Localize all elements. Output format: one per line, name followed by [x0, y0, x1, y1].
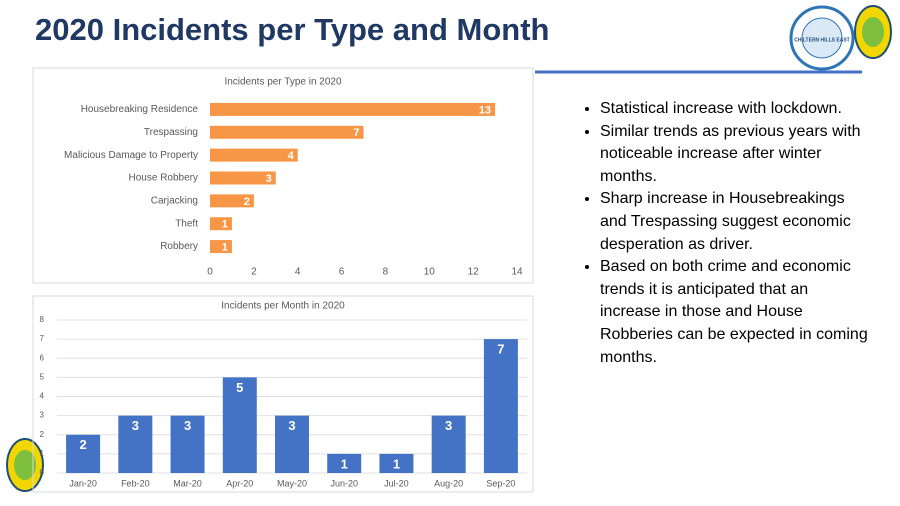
- y-tick-label: 0: [40, 468, 45, 477]
- bar: [327, 453, 362, 473]
- bullet: Sharp increase in Housebreakings and Tre…: [600, 188, 870, 256]
- y-tick-label: 3: [40, 411, 45, 420]
- bar: [170, 415, 205, 473]
- bar: [275, 415, 309, 473]
- data-label: 3: [184, 418, 191, 433]
- y-tick-label: Theft: [175, 218, 198, 229]
- slide-title: 2020 Incidents per Type and Month: [35, 12, 549, 47]
- bar: [431, 415, 466, 473]
- y-tick-label: 5: [40, 372, 45, 381]
- bar: [379, 453, 414, 473]
- x-tick-label: Jan-20: [69, 478, 97, 488]
- bar: [210, 102, 496, 116]
- data-label: 3: [445, 418, 452, 433]
- y-tick-label: 6: [40, 353, 45, 362]
- data-label: 1: [341, 456, 348, 471]
- y-tick-label: 8: [40, 315, 45, 324]
- bar: [483, 339, 518, 473]
- logo-text: CHILTERN HILLS EAST: [794, 37, 849, 43]
- bullet: Based on both crime and economic trends …: [600, 256, 870, 369]
- y-tick-label: 4: [40, 392, 45, 401]
- bar: [210, 148, 298, 162]
- x-tick-label: 2: [251, 267, 257, 278]
- x-tick-label: 8: [383, 267, 389, 278]
- bullet-list: Statistical increase with lockdown.Simil…: [578, 98, 870, 369]
- data-label: 5: [236, 380, 243, 395]
- bar: [118, 415, 153, 473]
- bullet: Similar trends as previous years with no…: [600, 121, 870, 189]
- logo-badge-inner: [14, 450, 36, 480]
- data-label: 1: [222, 241, 228, 253]
- x-tick-label: Jul-20: [384, 478, 409, 488]
- y-tick-label: Housebreaking Residence: [81, 104, 199, 115]
- y-tick-label: House Robbery: [129, 173, 198, 184]
- logo-badge-inner: [862, 17, 884, 47]
- data-label: 1: [222, 219, 228, 231]
- logo-inner: [801, 17, 843, 59]
- y-tick-label: 2: [40, 430, 45, 439]
- bar: [210, 217, 232, 231]
- x-tick-label: 0: [207, 267, 213, 278]
- data-label: 3: [132, 418, 139, 433]
- bar: [210, 240, 232, 254]
- chart-frame: [32, 67, 534, 284]
- data-label: 2: [244, 196, 250, 208]
- bar: [210, 194, 254, 208]
- chart-frame: [32, 295, 534, 493]
- data-label: 1: [393, 456, 400, 471]
- data-label: 4: [288, 150, 295, 162]
- x-tick-label: May-20: [277, 478, 307, 488]
- x-tick-label: 12: [468, 267, 480, 278]
- chart-title: Incidents per Type in 2020: [224, 77, 342, 88]
- x-tick-label: 14: [511, 267, 523, 278]
- bar: [210, 171, 276, 185]
- y-tick-label: 1: [40, 449, 45, 458]
- x-tick-label: 4: [295, 267, 301, 278]
- bullet: Statistical increase with lockdown.: [600, 98, 870, 121]
- data-label: 7: [497, 342, 504, 357]
- data-label: 3: [288, 418, 295, 433]
- y-tick-label: Robbery: [160, 241, 198, 252]
- bar: [66, 434, 101, 473]
- chart-title: Incidents per Month in 2020: [221, 301, 345, 312]
- y-tick-label: Malicious Damage to Property: [64, 150, 198, 161]
- bar: [210, 125, 364, 139]
- y-tick-label: Trespassing: [144, 127, 198, 138]
- y-tick-label: 7: [40, 334, 45, 343]
- x-tick-label: 10: [424, 267, 436, 278]
- x-tick-label: Aug-20: [434, 478, 463, 488]
- data-label: 2: [79, 437, 86, 452]
- x-tick-label: 6: [339, 267, 345, 278]
- data-label: 3: [266, 173, 272, 185]
- x-tick-label: Jun-20: [330, 478, 358, 488]
- data-label: 13: [479, 104, 491, 116]
- y-tick-label: Carjacking: [151, 195, 198, 206]
- data-label: 7: [353, 127, 359, 139]
- x-tick-label: Apr-20: [226, 478, 253, 488]
- x-tick-label: Sep-20: [486, 478, 515, 488]
- x-tick-label: Feb-20: [121, 478, 150, 488]
- bar: [222, 377, 257, 473]
- x-tick-label: Mar-20: [173, 478, 202, 488]
